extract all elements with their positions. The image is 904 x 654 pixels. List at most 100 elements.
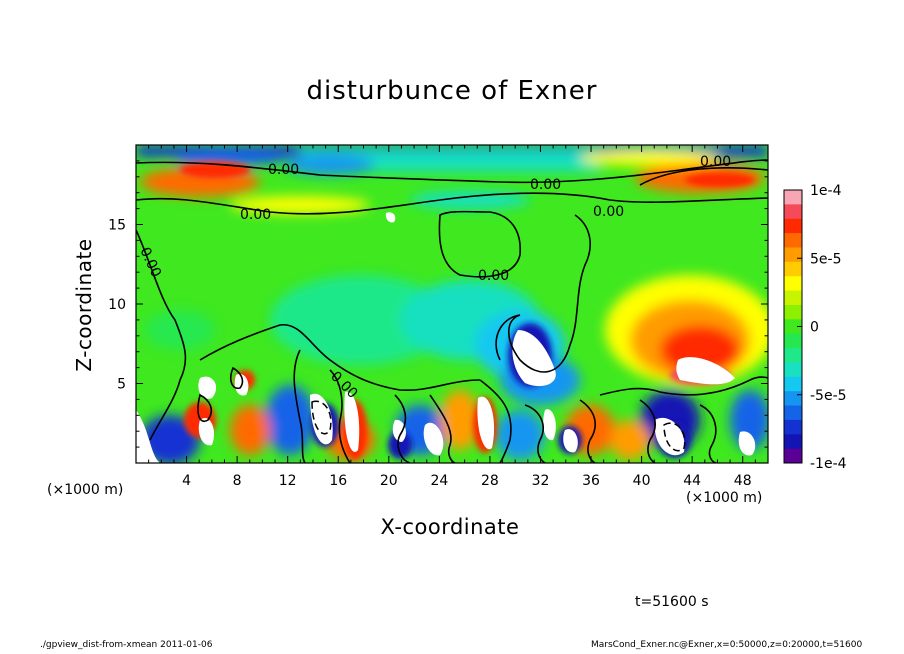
- colorbar-tick-label: 5e-5: [810, 251, 841, 267]
- field-patch: [230, 196, 370, 214]
- zero-contour-line: [199, 324, 481, 392]
- contour-label: 0.00: [593, 204, 624, 220]
- colorbar-tick-label: -5e-5: [810, 388, 847, 404]
- colorbar: 1e-4 5e-5 0 -5e-5 -1e-4: [783, 183, 847, 472]
- out-of-range-region: [738, 431, 756, 456]
- y-tick-label: 5: [117, 377, 126, 393]
- colorbar-swatch: [784, 233, 802, 248]
- colorbar-swatch: [784, 434, 802, 450]
- out-of-range-region: [344, 391, 360, 452]
- colorbar-swatch: [784, 348, 802, 363]
- out-of-range-region: [310, 393, 333, 445]
- zero-contour-line: [329, 369, 351, 463]
- out-of-range-region: [392, 419, 406, 442]
- x-tick-label: 24: [430, 473, 448, 489]
- footer-command: ./gpview_dist-from-xmean 2011-01-06: [40, 640, 213, 650]
- out-of-range-region: [654, 417, 685, 456]
- out-of-range-region: [198, 418, 215, 446]
- out-of-range-region: [310, 2, 350, 7]
- colorbar-swatch: [784, 419, 802, 435]
- zero-contour-line: [639, 399, 656, 463]
- x-tick-label: 20: [380, 473, 398, 489]
- colorbar-swatch: [784, 362, 802, 378]
- colorbar-swatch: [784, 247, 802, 263]
- field-patch: [300, 150, 600, 172]
- colorbar-swatch: [784, 405, 802, 421]
- zero-contour-line: [293, 349, 306, 463]
- zero-contour-line: [495, 314, 521, 361]
- zero-contour-line: [479, 379, 512, 463]
- field-patch: [230, 405, 270, 455]
- field-patch: [145, 310, 215, 350]
- field-patch: [410, 191, 530, 209]
- x-tick-label: 4: [182, 473, 191, 489]
- colorbar-tick-label: -1e-4: [810, 456, 847, 472]
- colorbar-swatch: [784, 304, 802, 320]
- contour-layer: 0.000.000.00 0.000.000.000.000.00: [136, 154, 768, 463]
- x-tick-label: 32: [532, 473, 550, 489]
- field-patch: [270, 275, 450, 365]
- contour-label: 0.00: [240, 207, 271, 223]
- field-patch: [610, 420, 650, 460]
- out-of-range-region: [385, 212, 396, 223]
- colorbar-swatch: [784, 190, 802, 205]
- zero-contour-line: [639, 167, 768, 186]
- colorbar-swatch: [784, 391, 802, 407]
- colorbar-tick-label: 0: [810, 320, 819, 336]
- out-of-range-region: [543, 409, 556, 441]
- chart-title: disturbunce of Exner: [306, 76, 598, 106]
- contour-label: 0.00: [268, 162, 299, 178]
- colorbar-swatch: [784, 333, 802, 349]
- field-patch: [265, 385, 315, 455]
- zero-contour-line: [699, 404, 717, 463]
- colorbar-swatch: [784, 261, 802, 277]
- x-tick-label: 40: [633, 473, 651, 489]
- out-of-range-region: [423, 422, 444, 456]
- x-tick-label: 44: [683, 473, 701, 489]
- colorbar-swatch: [784, 290, 802, 306]
- field-patch: [388, 431, 412, 459]
- contour-label: 0.00: [530, 177, 561, 193]
- x-tick-label: 28: [481, 473, 499, 489]
- zero-contour-line: [438, 210, 521, 278]
- colorbar-swatch: [784, 204, 802, 220]
- field-layer: [136, 2, 768, 463]
- x-tick-label: 48: [734, 473, 752, 489]
- field-patch: [175, 150, 285, 166]
- y-tick-label: 10: [108, 297, 126, 313]
- zero-contour-line: [136, 192, 768, 215]
- x-tick-label: 16: [329, 473, 347, 489]
- time-label: t=51600 s: [635, 594, 709, 610]
- out-of-range-region: [477, 396, 495, 450]
- out-of-range-region: [676, 357, 735, 385]
- zero-contour-line: [599, 376, 768, 396]
- x-unit-label-left: (×1000 m): [47, 482, 124, 498]
- x-axis-label: X-coordinate: [380, 515, 520, 539]
- x-unit-label-right: (×1000 m): [686, 490, 763, 506]
- colorbar-swatch: [784, 376, 802, 392]
- field-patch: [580, 150, 720, 166]
- x-tick-label: 12: [279, 473, 297, 489]
- zero-contour-line: [230, 366, 244, 390]
- zero-contour-line: [136, 159, 768, 184]
- field-patch: [140, 415, 200, 463]
- colorbar-swatch: [784, 319, 802, 335]
- colorbar-swatch: [784, 276, 802, 292]
- out-of-range-region: [563, 429, 578, 453]
- field-patch: [285, 155, 375, 175]
- colorbar-tick-label: 1e-4: [810, 183, 842, 199]
- negative-contour-line: [663, 422, 686, 452]
- out-of-range-region: [198, 376, 217, 399]
- contour-label: 0.00: [478, 268, 509, 284]
- y-tick-label: 15: [108, 218, 126, 234]
- x-tick-label: 36: [582, 473, 600, 489]
- out-of-range-region: [136, 410, 160, 463]
- contour-label: 0.00: [700, 154, 731, 170]
- zero-contour-line: [197, 393, 212, 422]
- zero-contour-line: [136, 229, 187, 441]
- x-tick-label: 8: [233, 473, 242, 489]
- colorbar-swatch: [784, 448, 802, 464]
- footer-source: MarsCond_Exner.nc@Exner,x=0:50000,z=0:20…: [591, 640, 863, 650]
